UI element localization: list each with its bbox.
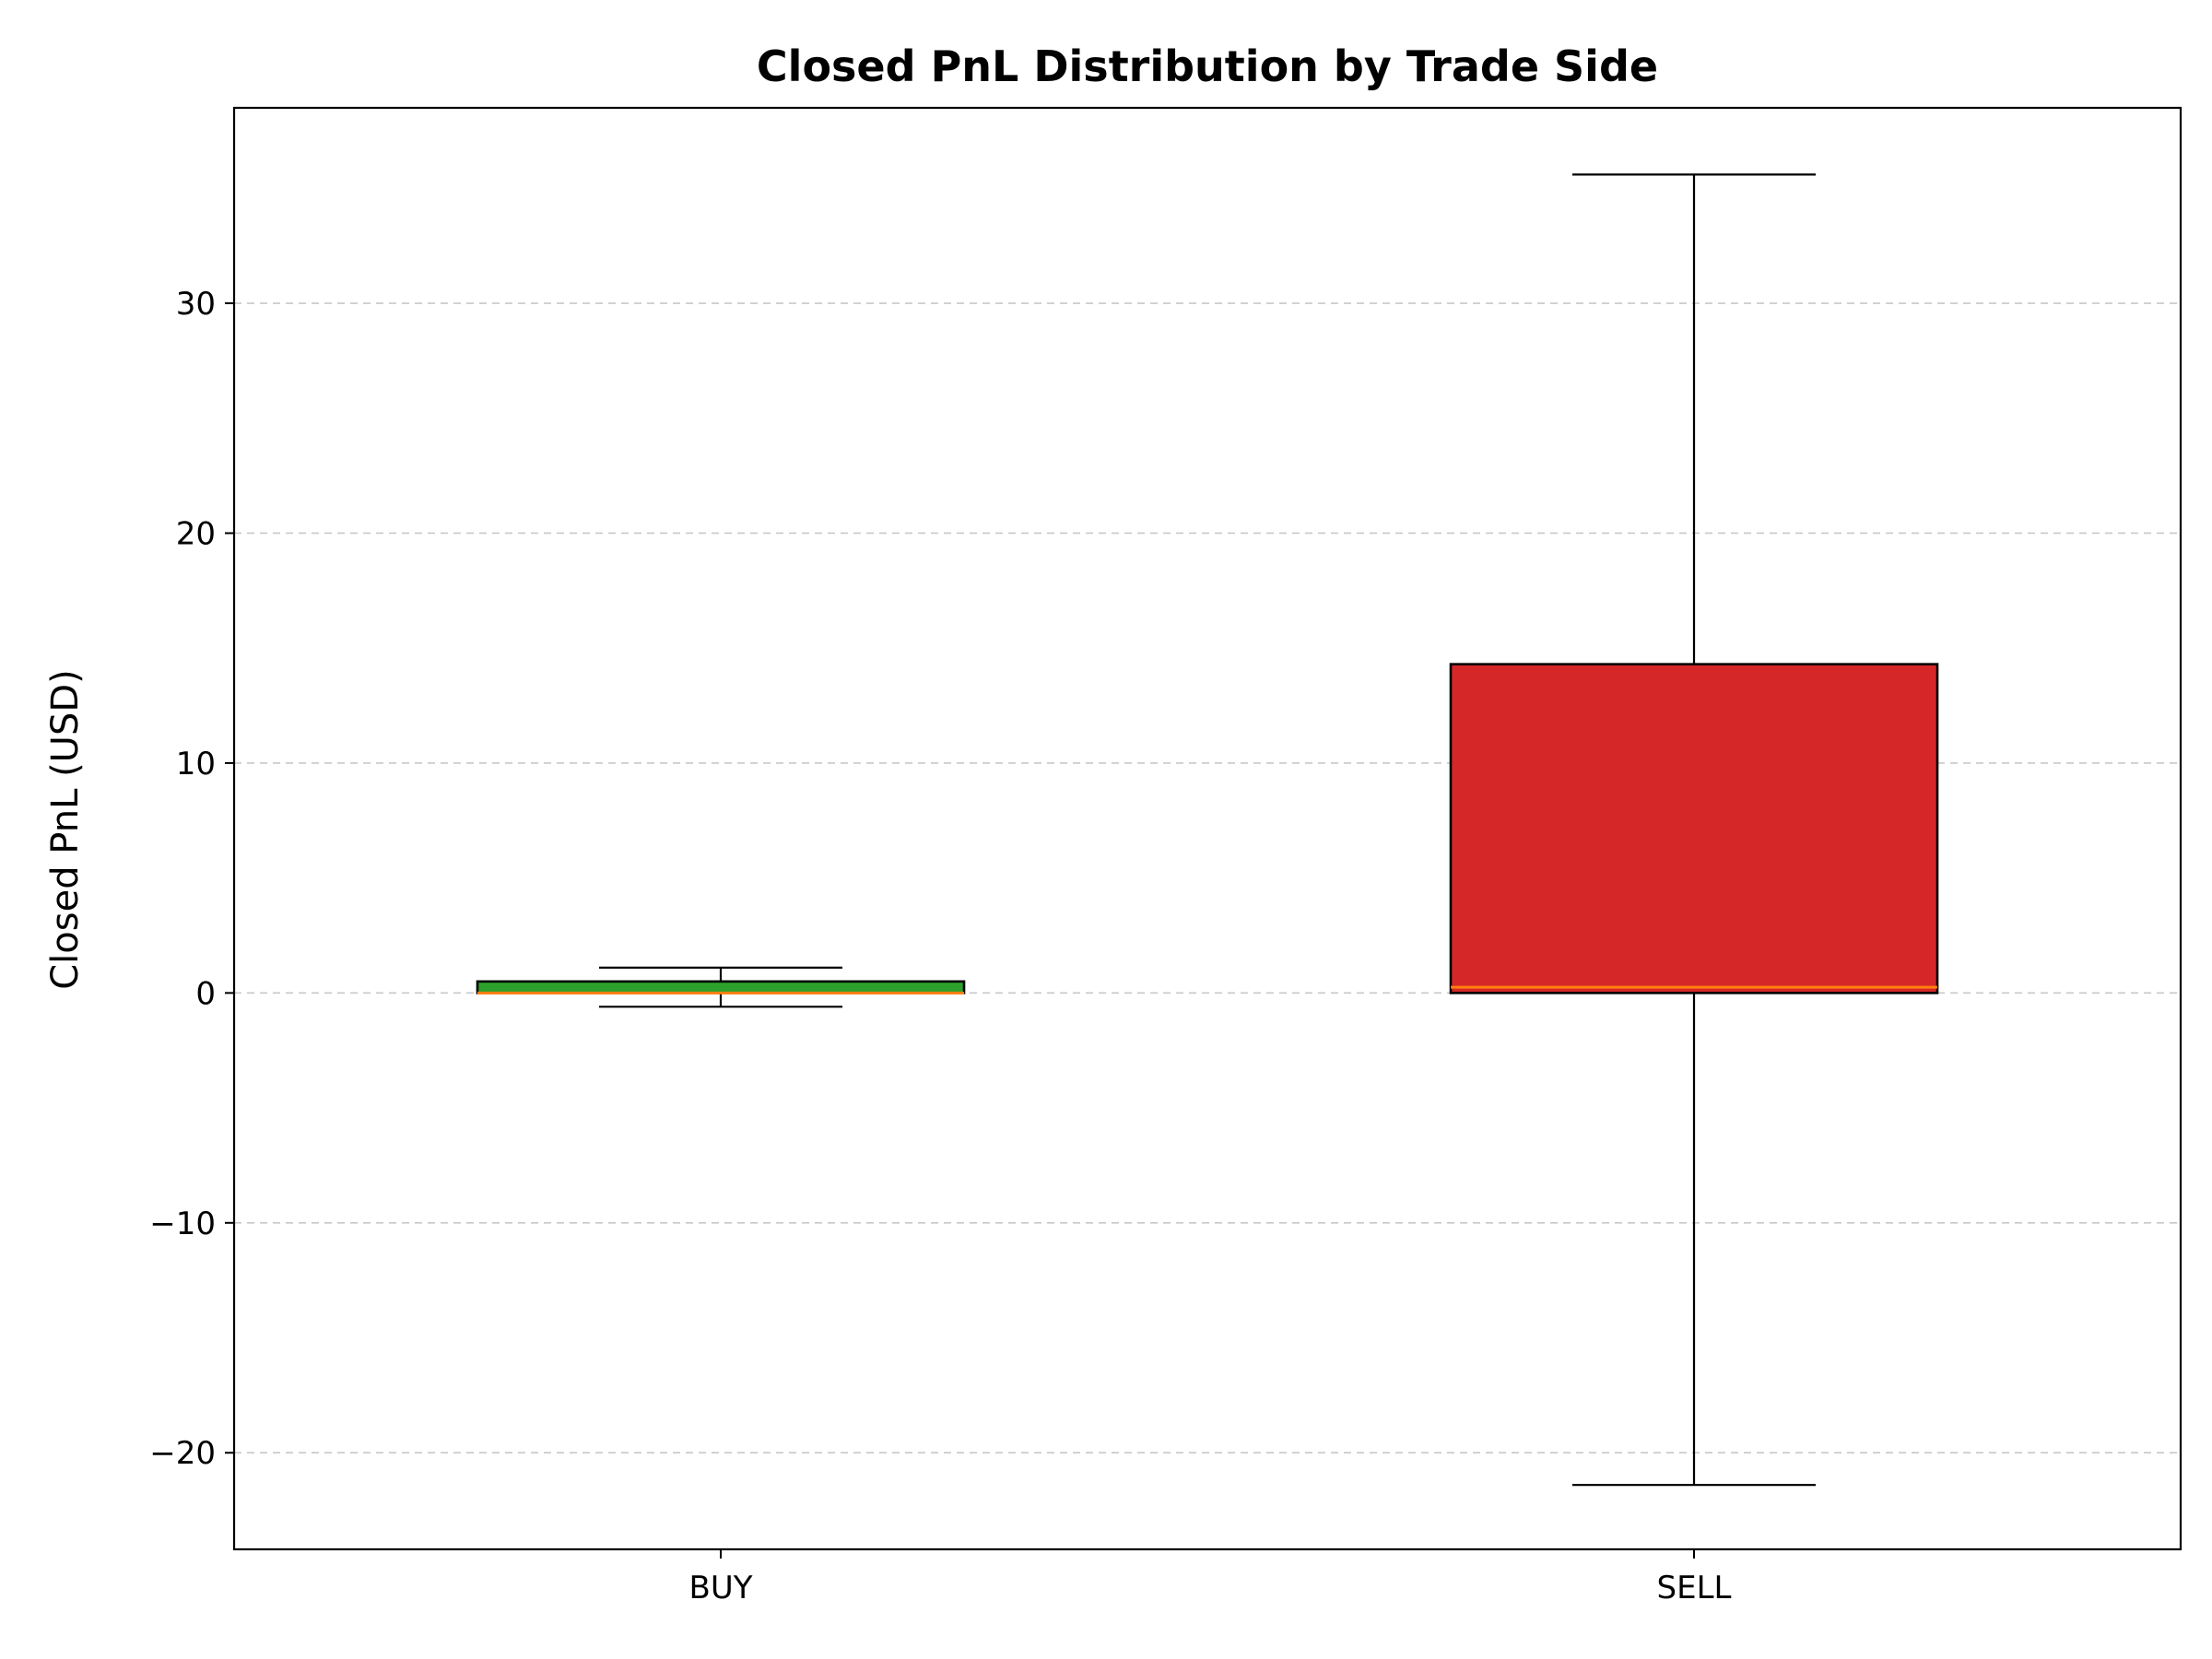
y-tick-label: 20 bbox=[176, 515, 216, 552]
boxes bbox=[476, 173, 1939, 1487]
y-tick-label: −20 bbox=[149, 1435, 216, 1472]
x-tick-label: SELL bbox=[1657, 1570, 1732, 1606]
chart-title: Closed PnL Distribution by Trade Side bbox=[757, 41, 1658, 91]
y-tick-label: 10 bbox=[176, 746, 216, 782]
y-axis-label: Closed PnL (USD) bbox=[44, 669, 87, 990]
axes: −20 −10 0 10 20 30 BUY SELL bbox=[149, 106, 2183, 1606]
box-sell bbox=[1449, 173, 1939, 1487]
y-tick-label: 30 bbox=[176, 286, 216, 323]
x-tick-label: BUY bbox=[689, 1570, 753, 1606]
box-body bbox=[1449, 663, 1939, 994]
plot-frame bbox=[232, 106, 2183, 1551]
box-body bbox=[476, 980, 966, 994]
box-buy bbox=[476, 966, 966, 1008]
y-tick-label: 0 bbox=[195, 975, 216, 1012]
gridlines bbox=[234, 302, 2181, 1454]
y-tick-label: −10 bbox=[149, 1206, 216, 1242]
